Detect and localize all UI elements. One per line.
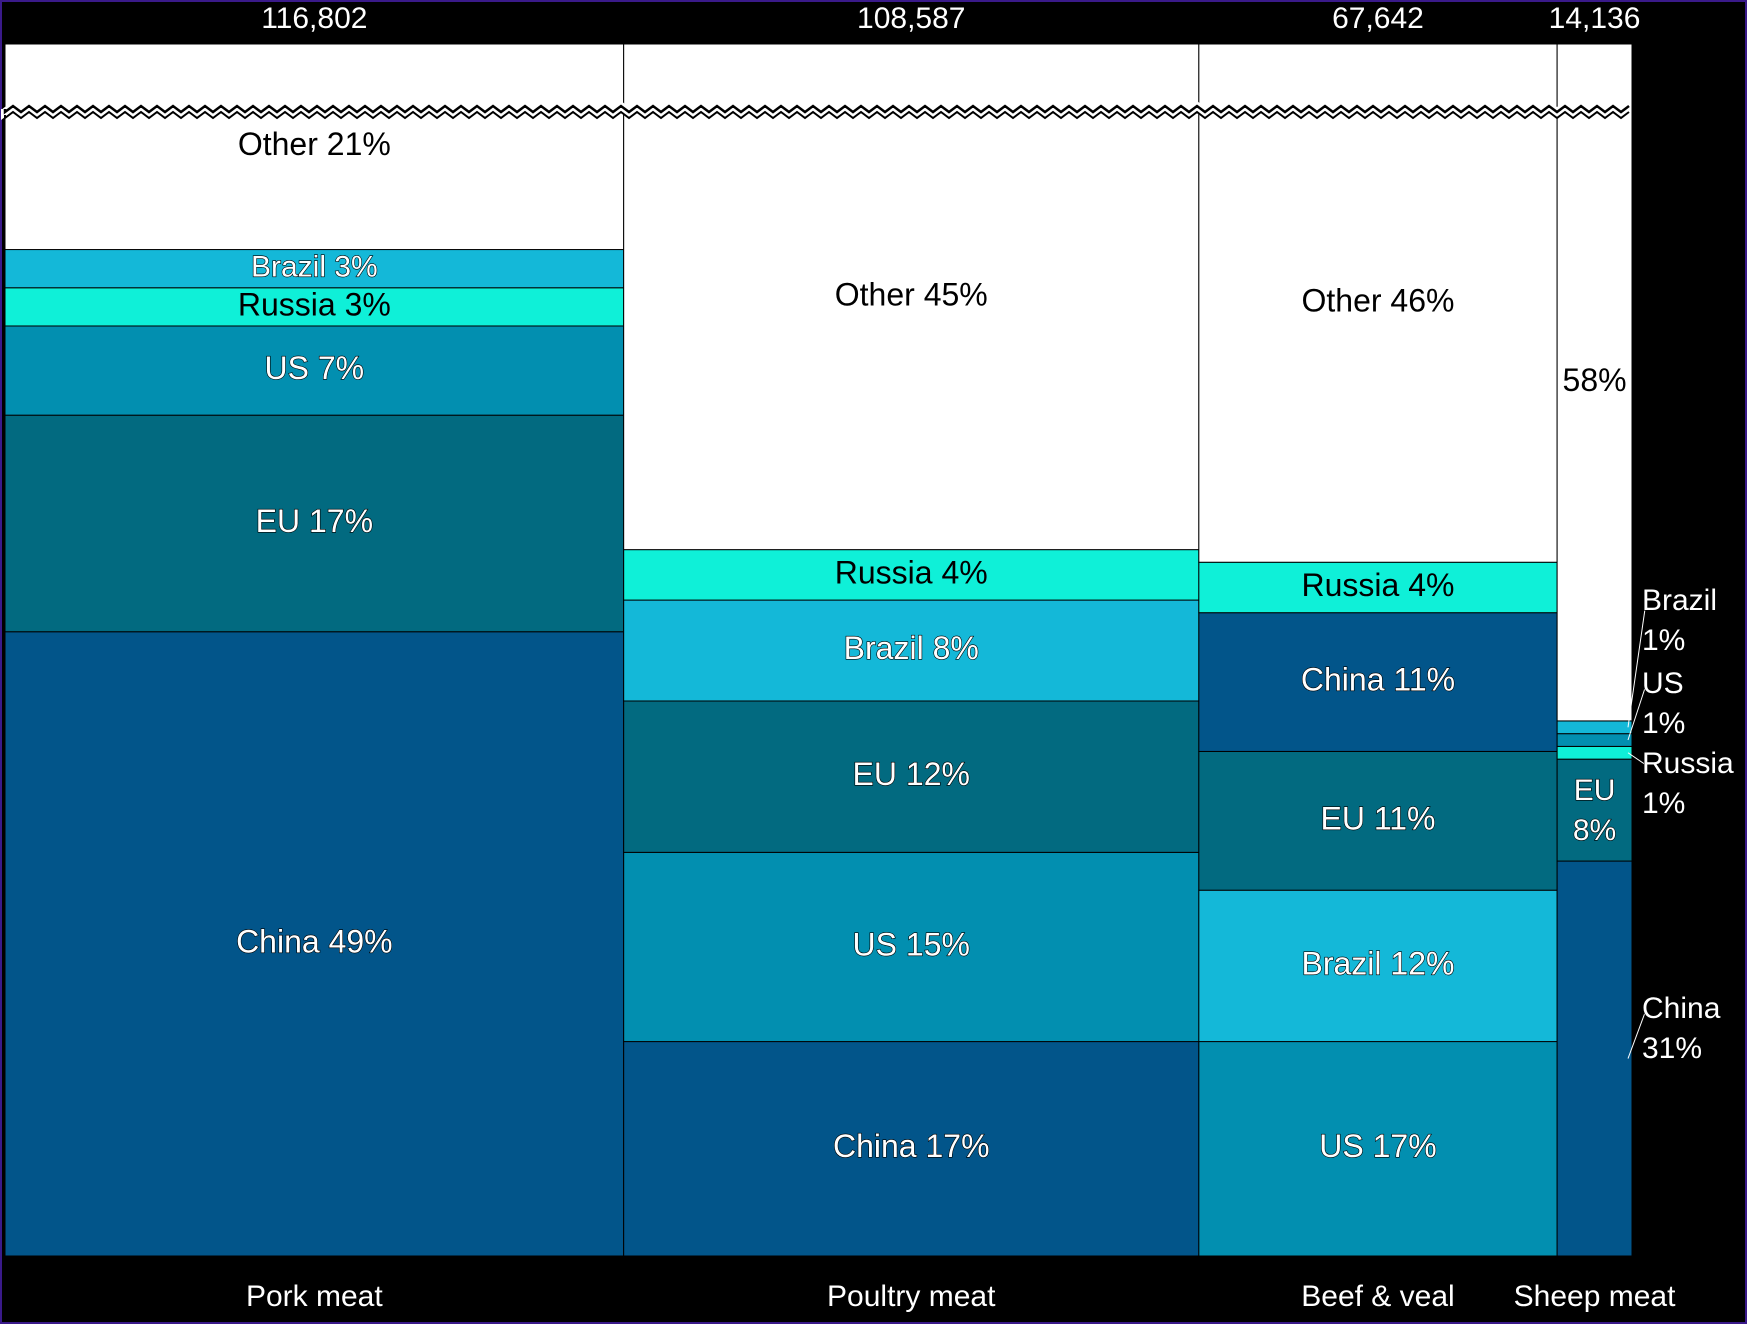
segment-poultry-meat-other [623,43,1200,551]
segment-label-beef-veal-eu: EU 11% [1320,800,1435,836]
segment-beef-veal-china [1198,612,1558,752]
segment-label-poultry-meat-other: Other 45% [835,276,988,312]
segment-label-beef-veal-other: Other 46% [1301,283,1454,319]
segment-pork-meat-china [4,631,625,1257]
column-beef-veal: US 17% Brazil 12% EU 11% China 11% Russia 4%… [1198,1,1558,1314]
segment-label-sheep-meat-other: 58% [1563,362,1627,398]
column-total-poultry-meat: 108,587 [857,2,965,35]
callout-line-brazil [1627,601,1647,728]
axis-break-line [3,104,1630,115]
column-pork-meat: China 49% EU 17% US 7% Russia 3%Brazil 3% Ot… [4,1,625,1314]
segment-sheep-meat-us [1556,733,1633,747]
segment-sheep-meat-china [1556,860,1633,1257]
segment-label-poultry-meat-russia: Russia 4% [835,554,988,590]
segment-poultry-meat-china [623,1041,1200,1257]
segment-label-pork-meat-china: China 49% [236,923,393,959]
segment-label-pork-meat-eu: EU 17% [256,503,373,539]
segment-label-pork-meat-russia: Russia 3% [238,286,391,322]
segment-sheep-meat-russia [1556,745,1633,760]
callout-label-us-line1: 1% [1642,707,1685,740]
segment-label-poultry-meat-eu: EU 12% [853,756,970,792]
segment-beef-veal-us [1198,1041,1558,1257]
callout-label-china-line0: China [1642,992,1721,1025]
segment-sheep-meat-other [1556,43,1633,722]
column-total-pork-meat: 116,802 [261,2,367,35]
category-label-beef-veal: Beef & veal [1301,1280,1454,1313]
segment-beef-veal-eu [1198,750,1558,891]
column-total-sheep-meat: 14,136 [1549,2,1641,35]
callout-line-us [1627,684,1647,741]
callout-label-china-line1: 31% [1642,1032,1702,1065]
segment-label-pork-meat-us: US 7% [265,350,365,386]
segment-label-poultry-meat-brazil: Brazil 8% [844,630,979,666]
segment-label-sheep-meat-eu-line1: 8% [1573,814,1616,847]
segment-label-beef-veal-us: US 17% [1319,1128,1436,1164]
callout-label-us-line0: US [1642,667,1684,700]
column-poultry-meat: China 17% US 15% EU 12% Brazil 8% Russia 4% O… [623,1,1200,1314]
callout-label-russia-line0: Russia [1642,747,1734,780]
segment-label-poultry-meat-china: China 17% [833,1128,990,1164]
segment-label-sheep-meat-eu-line0: EU [1574,774,1616,807]
category-label-pork-meat: Pork meat [246,1280,383,1313]
segment-label-beef-veal-russia: Russia 4% [1302,567,1455,603]
segment-label-pork-meat-other: Other 21% [238,126,391,162]
segment-label-beef-veal-brazil: Brazil 12% [1302,945,1455,981]
axis-break-line-lower [4,110,1630,120]
callout-line-russia [1627,752,1647,766]
segment-sheep-meat-brazil [1556,720,1633,735]
segment-pork-meat-brazil [4,249,625,289]
category-label-sheep-meat: Sheep meat [1514,1280,1676,1313]
callout-label-brazil-line0: Brazil [1642,584,1717,617]
callout-label-russia-line1: 1% [1642,787,1685,820]
segment-poultry-meat-eu [623,700,1200,853]
segment-poultry-meat-us [623,851,1200,1043]
column-sheep-meat: EU 8% 58% China 31% Russia 1% US 1% Brazil 1% 14,13… [1513,1,1735,1313]
segment-label-beef-veal-china: China 11% [1301,662,1455,698]
column-total-beef-veal: 67,642 [1332,2,1424,35]
segment-sheep-meat-eu [1556,758,1633,862]
segment-label-pork-meat-brazil: Brazil 3% [251,251,378,284]
callout-line-china [1627,1009,1647,1059]
segment-label-poultry-meat-us: US 15% [853,926,970,962]
segment-pork-meat-other [4,43,625,251]
segment-pork-meat-eu [4,414,625,633]
segment-beef-veal-russia [1198,561,1558,614]
callout-label-brazil-line1: 1% [1642,624,1685,657]
segment-poultry-meat-brazil [623,599,1200,702]
segment-pork-meat-russia [4,287,625,327]
segment-beef-veal-other [1198,43,1558,563]
category-label-poultry-meat: Poultry meat [827,1280,996,1313]
